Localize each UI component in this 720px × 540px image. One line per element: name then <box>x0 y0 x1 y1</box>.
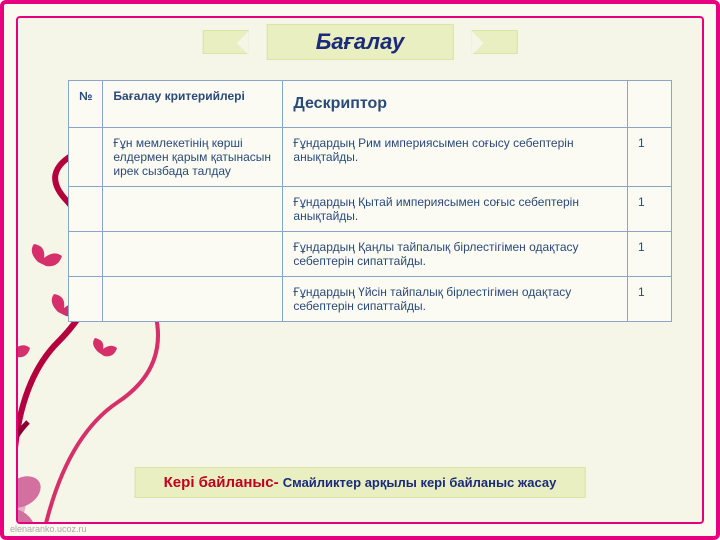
footer-title: Кері байланыс- <box>164 474 283 491</box>
inner-frame: Бағалау № Бағалау критерийлері Дескрипто… <box>16 16 704 524</box>
watermark: elenaranko.ucoz.ru <box>10 524 87 534</box>
col-number-header: № <box>69 81 103 128</box>
cell-num <box>69 128 103 187</box>
col-descriptor-header: Дескриптор <box>283 81 628 128</box>
cell-num <box>69 232 103 277</box>
page-title: Бағалау <box>267 24 454 60</box>
cell-num <box>69 187 103 232</box>
table-row: Ғұндардың Қаңлы тайпалық бірлестігімен о… <box>69 232 672 277</box>
cell-score: 1 <box>628 128 672 187</box>
col-score-header <box>628 81 672 128</box>
footer-text: Смайликтер арқылы кері байланыс жасау <box>283 475 557 490</box>
table-row: Ғұн мемлекетінің көрші елдермен қарым қа… <box>69 128 672 187</box>
col-criteria-header: Бағалау критерийлері <box>103 81 283 128</box>
cell-score: 1 <box>628 277 672 322</box>
table-header-row: № Бағалау критерийлері Дескриптор <box>69 81 672 128</box>
cell-criteria: Ғұн мемлекетінің көрші елдермен қарым қа… <box>103 128 283 187</box>
criteria-table-wrap: № Бағалау критерийлері Дескриптор Ғұн ме… <box>68 80 672 322</box>
title-banner: Бағалау <box>203 24 518 60</box>
cell-descriptor: Ғұндардың Қаңлы тайпалық бірлестігімен о… <box>283 232 628 277</box>
criteria-table: № Бағалау критерийлері Дескриптор Ғұн ме… <box>68 80 672 322</box>
cell-criteria <box>103 232 283 277</box>
cell-score: 1 <box>628 232 672 277</box>
cell-descriptor: Ғұндардың Қытай империясымен соғыс себеп… <box>283 187 628 232</box>
cell-criteria <box>103 277 283 322</box>
banner-ribbon-left <box>203 30 249 54</box>
cell-criteria <box>103 187 283 232</box>
outer-frame: Бағалау № Бағалау критерийлері Дескрипто… <box>0 0 720 540</box>
cell-score: 1 <box>628 187 672 232</box>
cell-descriptor: Ғұндардың Үйсін тайпалық бірлестігімен о… <box>283 277 628 322</box>
cell-num <box>69 277 103 322</box>
cell-descriptor: Ғұндардың Рим империясымен соғысу себепт… <box>283 128 628 187</box>
table-row: Ғұндардың Үйсін тайпалық бірлестігімен о… <box>69 277 672 322</box>
table-row: Ғұндардың Қытай империясымен соғыс себеп… <box>69 187 672 232</box>
footer-banner: Кері байланыс- Смайликтер арқылы кері ба… <box>135 467 586 498</box>
banner-ribbon-right <box>471 30 517 54</box>
